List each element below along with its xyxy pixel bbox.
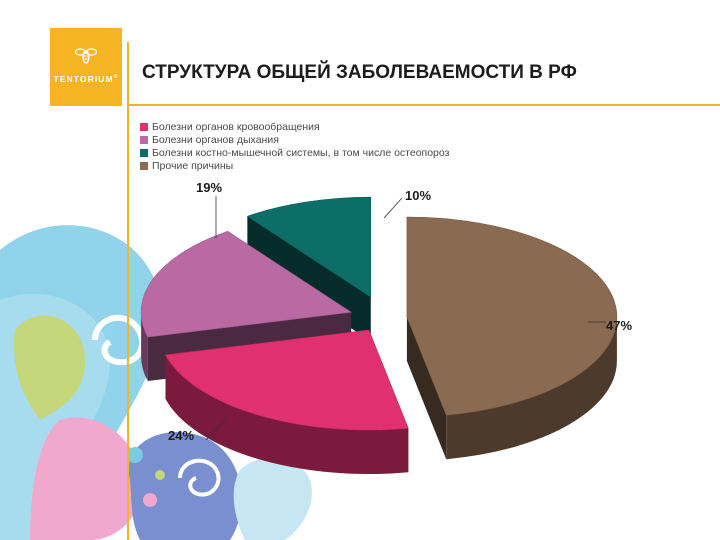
legend-label: Болезни органов кровообращения [152,120,320,133]
legend-label: Прочие причины [152,159,234,172]
legend-item-other: Прочие причины [140,159,449,172]
legend-swatch [140,148,148,157]
legend-swatch [140,122,148,131]
pie-top-layer: 47% 24% 19% 10% [140,180,632,443]
legend-item-respiratory: Болезни органов дыхания [140,133,449,146]
data-label-0: 24% [168,428,194,443]
legend-label: Болезни органов дыхания [152,133,279,146]
legend-swatch [140,161,148,170]
legend-label: Болезни костно-мышечной системы, в том ч… [152,146,450,159]
legend-item-musculo: Болезни костно-мышечной системы, в том ч… [140,146,449,159]
data-label-2: 10% [405,188,431,203]
legend-swatch [140,135,148,144]
accent-horizontal-line [127,104,720,106]
bee-icon [74,48,98,64]
data-label-1: 19% [196,180,222,195]
slice-wall-1-0 [141,312,148,382]
pie-slice-3 [406,216,618,416]
leader-line-2 [383,197,403,219]
pie-slice-2 [246,196,372,298]
slice-wall-3-0 [446,317,617,460]
pie-slice-1 [140,230,352,338]
legend-item-cardio: Болезни органов кровообращения [140,120,449,133]
tentorium-logo: TENTORIUM® [50,28,122,106]
slice-edge-3-1 [406,317,447,460]
page-title: СТРУКТУРА ОБЩЕЙ ЗАБОЛЕВАЕМОСТИ В РФ [142,62,577,83]
data-label-3: 47% [606,318,632,333]
slice-wall-0-0 [165,354,409,475]
leader-line-0 [205,419,227,441]
pie-slice-0 [165,329,409,431]
logo-text: TENTORIUM® [53,74,119,84]
accent-vertical-line [127,42,129,540]
chart-legend: Болезни органов кровообращения Болезни о… [140,120,449,172]
